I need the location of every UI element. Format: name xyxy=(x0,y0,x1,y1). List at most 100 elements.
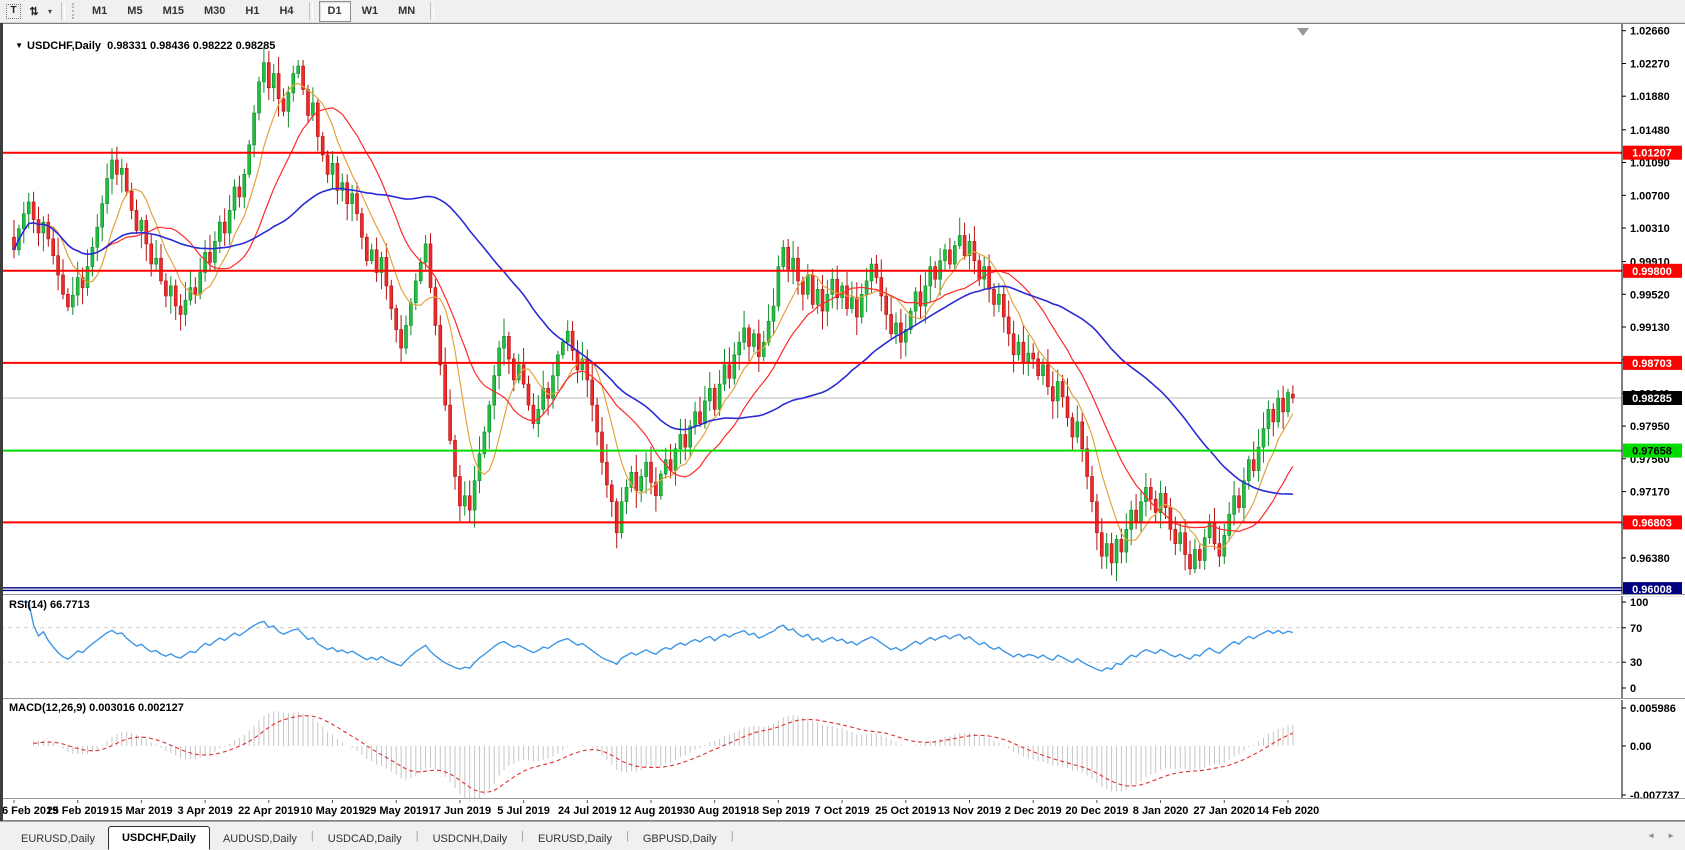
svg-text:0.97658: 0.97658 xyxy=(1632,446,1672,458)
svg-text:0.96803: 0.96803 xyxy=(1632,517,1672,529)
chart-tab-usdcad-daily[interactable]: USDCAD,Daily xyxy=(327,833,402,845)
chart-tabs: EURUSD,Daily USDCHF,Daily AUDUSD,Daily | USD… xyxy=(8,826,735,850)
text-tool-icon[interactable]: T xyxy=(6,3,21,19)
svg-text:1.01207: 1.01207 xyxy=(1632,148,1672,160)
svg-text:25 Oct 2019: 25 Oct 2019 xyxy=(875,805,936,817)
svg-text:2 Dec 2019: 2 Dec 2019 xyxy=(1005,805,1062,817)
price-chart-canvas[interactable]: 1.02660 1.02270 1.01880 1.01480 1.01090 1.007… xyxy=(0,24,1685,597)
svg-text:15 Mar 2019: 15 Mar 2019 xyxy=(110,805,172,817)
svg-text:1.02270: 1.02270 xyxy=(1630,59,1670,71)
chart-tab-usdchf-daily[interactable]: USDCHF,Daily xyxy=(107,826,210,850)
svg-text:0.96008: 0.96008 xyxy=(1632,584,1672,596)
tab-separator: | xyxy=(415,830,419,842)
svg-text:25 Feb 2019: 25 Feb 2019 xyxy=(47,805,109,817)
tab-separator: | xyxy=(730,830,734,842)
toolbar-separator xyxy=(308,2,313,20)
timeframe-m1-button[interactable]: M1 xyxy=(92,5,108,17)
timeframe-button-group: M1 M5 M15 M30 H1 H4 D1 W1 MN xyxy=(82,0,425,22)
chart-tab-bar: EURUSD,Daily USDCHF,Daily AUDUSD,Daily | USD… xyxy=(0,821,1685,850)
date-axis: 6 Feb 2019 25 Feb 2019 15 Mar 2019 3 Apr 20… xyxy=(0,800,1685,819)
svg-text:0.005986: 0.005986 xyxy=(1630,703,1676,715)
macd-pane[interactable]: 0.005986 0.00 -0.007737 xyxy=(0,700,1685,802)
svg-text:0.99520: 0.99520 xyxy=(1630,289,1670,301)
tab-separator: | xyxy=(310,830,314,842)
rsi-axis: 100 70 30 0 xyxy=(1621,596,1648,698)
price-axis: 1.02660 1.02270 1.01880 1.01480 1.01090 1.007… xyxy=(1621,24,1682,597)
svg-text:10 May 2019: 10 May 2019 xyxy=(300,805,364,817)
tab-scroll-left-icon[interactable]: ◄ xyxy=(1647,831,1656,840)
svg-text:0.97950: 0.97950 xyxy=(1630,421,1670,433)
chart-tab-eurusd-daily[interactable]: EURUSD,Daily xyxy=(538,833,612,845)
svg-text:0.99800: 0.99800 xyxy=(1632,266,1672,278)
svg-text:0.00: 0.00 xyxy=(1630,741,1651,753)
chart-shift-marker-icon[interactable] xyxy=(1297,28,1309,36)
svg-text:1.00310: 1.00310 xyxy=(1630,223,1670,235)
svg-text:6 Feb 2019: 6 Feb 2019 xyxy=(2,805,58,817)
svg-text:3 Apr 2019: 3 Apr 2019 xyxy=(177,805,232,817)
svg-text:1.02660: 1.02660 xyxy=(1630,26,1670,38)
pane-splitter xyxy=(0,798,1685,800)
ohlc-values: 0.98331 0.98436 0.98222 0.98285 xyxy=(107,40,276,52)
timeframe-m5-button[interactable]: M5 xyxy=(127,5,143,17)
rsi-chart-canvas[interactable]: 100 70 30 0 xyxy=(0,596,1685,698)
timeframe-m30-button[interactable]: M30 xyxy=(203,5,226,17)
timeframe-h4-button[interactable]: H4 xyxy=(279,5,294,17)
tab-separator: | xyxy=(625,830,629,842)
svg-text:0.98703: 0.98703 xyxy=(1632,358,1672,370)
chevron-down-icon[interactable]: ▾ xyxy=(48,6,53,16)
svg-text:100: 100 xyxy=(1630,597,1648,609)
timeframe-d1-button[interactable]: D1 xyxy=(318,0,351,22)
pane-splitter[interactable] xyxy=(0,698,1685,700)
timeframe-h1-button[interactable]: H1 xyxy=(245,5,260,17)
svg-text:0.99130: 0.99130 xyxy=(1630,322,1670,334)
svg-text:14 Feb 2020: 14 Feb 2020 xyxy=(1257,805,1319,817)
svg-text:30: 30 xyxy=(1630,657,1642,669)
toolbar-separator xyxy=(430,2,435,20)
chart-tab-eurusd-daily[interactable]: EURUSD,Daily xyxy=(21,833,95,845)
chart-tab-gbpusd-daily[interactable]: GBPUSD,Daily xyxy=(642,833,717,845)
chart-window xyxy=(0,23,1685,821)
symbol-label: USDCHF,Daily xyxy=(27,40,102,52)
pane-splitter[interactable] xyxy=(0,594,1685,596)
svg-text:1.00700: 1.00700 xyxy=(1630,190,1670,202)
toolbar-separator xyxy=(61,2,66,20)
svg-text:5 Jul 2019: 5 Jul 2019 xyxy=(497,805,550,817)
window-left-border xyxy=(0,23,3,821)
timeframe-mn-button[interactable]: MN xyxy=(398,5,416,17)
svg-text:13 Nov 2019: 13 Nov 2019 xyxy=(938,805,1002,817)
svg-text:29 May 2019: 29 May 2019 xyxy=(364,805,428,817)
svg-text:27 Jan 2020: 27 Jan 2020 xyxy=(1193,805,1255,817)
timeframe-m15-button[interactable]: M15 xyxy=(162,5,184,17)
svg-text:18 Sep 2019: 18 Sep 2019 xyxy=(747,805,810,817)
svg-text:7 Oct 2019: 7 Oct 2019 xyxy=(815,805,870,817)
rsi-pane[interactable]: 100 70 30 0 xyxy=(0,596,1685,698)
svg-text:1.01090: 1.01090 xyxy=(1630,158,1670,170)
tab-scroll-right-icon[interactable]: ► xyxy=(1667,831,1675,840)
arrange-tool-icon[interactable]: ⇅ xyxy=(29,5,39,18)
svg-text:30 Aug 2019: 30 Aug 2019 xyxy=(683,805,747,817)
tab-scroll-buttons: ◄ ► xyxy=(1647,831,1675,840)
price-pane[interactable]: 1.02660 1.02270 1.01880 1.01480 1.01090 1.007… xyxy=(0,24,1685,597)
chart-title: ▼ USDCHF,Daily 0.98331 0.98436 0.98222 0.… xyxy=(9,28,275,52)
svg-text:17 Jun 2019: 17 Jun 2019 xyxy=(429,805,491,817)
svg-text:12 Aug 2019: 12 Aug 2019 xyxy=(619,805,683,817)
svg-text:0.97170: 0.97170 xyxy=(1630,487,1670,499)
svg-text:70: 70 xyxy=(1630,623,1642,635)
svg-text:8 Jan 2020: 8 Jan 2020 xyxy=(1133,805,1189,817)
svg-text:0.96380: 0.96380 xyxy=(1630,553,1670,565)
symbol-dropdown-icon[interactable]: ▼ xyxy=(15,41,24,50)
chart-tab-audusd-daily[interactable]: AUDUSD,Daily xyxy=(222,833,297,845)
rsi-label: RSI(14) 66.7713 xyxy=(9,599,90,611)
svg-text:0: 0 xyxy=(1630,683,1636,695)
top-toolbar: T ⇅ ▾ M1 M5 M15 M30 H1 H4 D1 W1 MN xyxy=(0,0,1685,23)
chart-tab-usdcnh-daily[interactable]: USDCNH,Daily xyxy=(432,833,508,845)
toolbar-drag-handle[interactable] xyxy=(72,3,77,19)
svg-text:20 Dec 2019: 20 Dec 2019 xyxy=(1065,805,1128,817)
macd-label: MACD(12,26,9) 0.003016 0.002127 xyxy=(9,702,184,714)
timeframe-w1-button[interactable]: W1 xyxy=(361,5,379,17)
